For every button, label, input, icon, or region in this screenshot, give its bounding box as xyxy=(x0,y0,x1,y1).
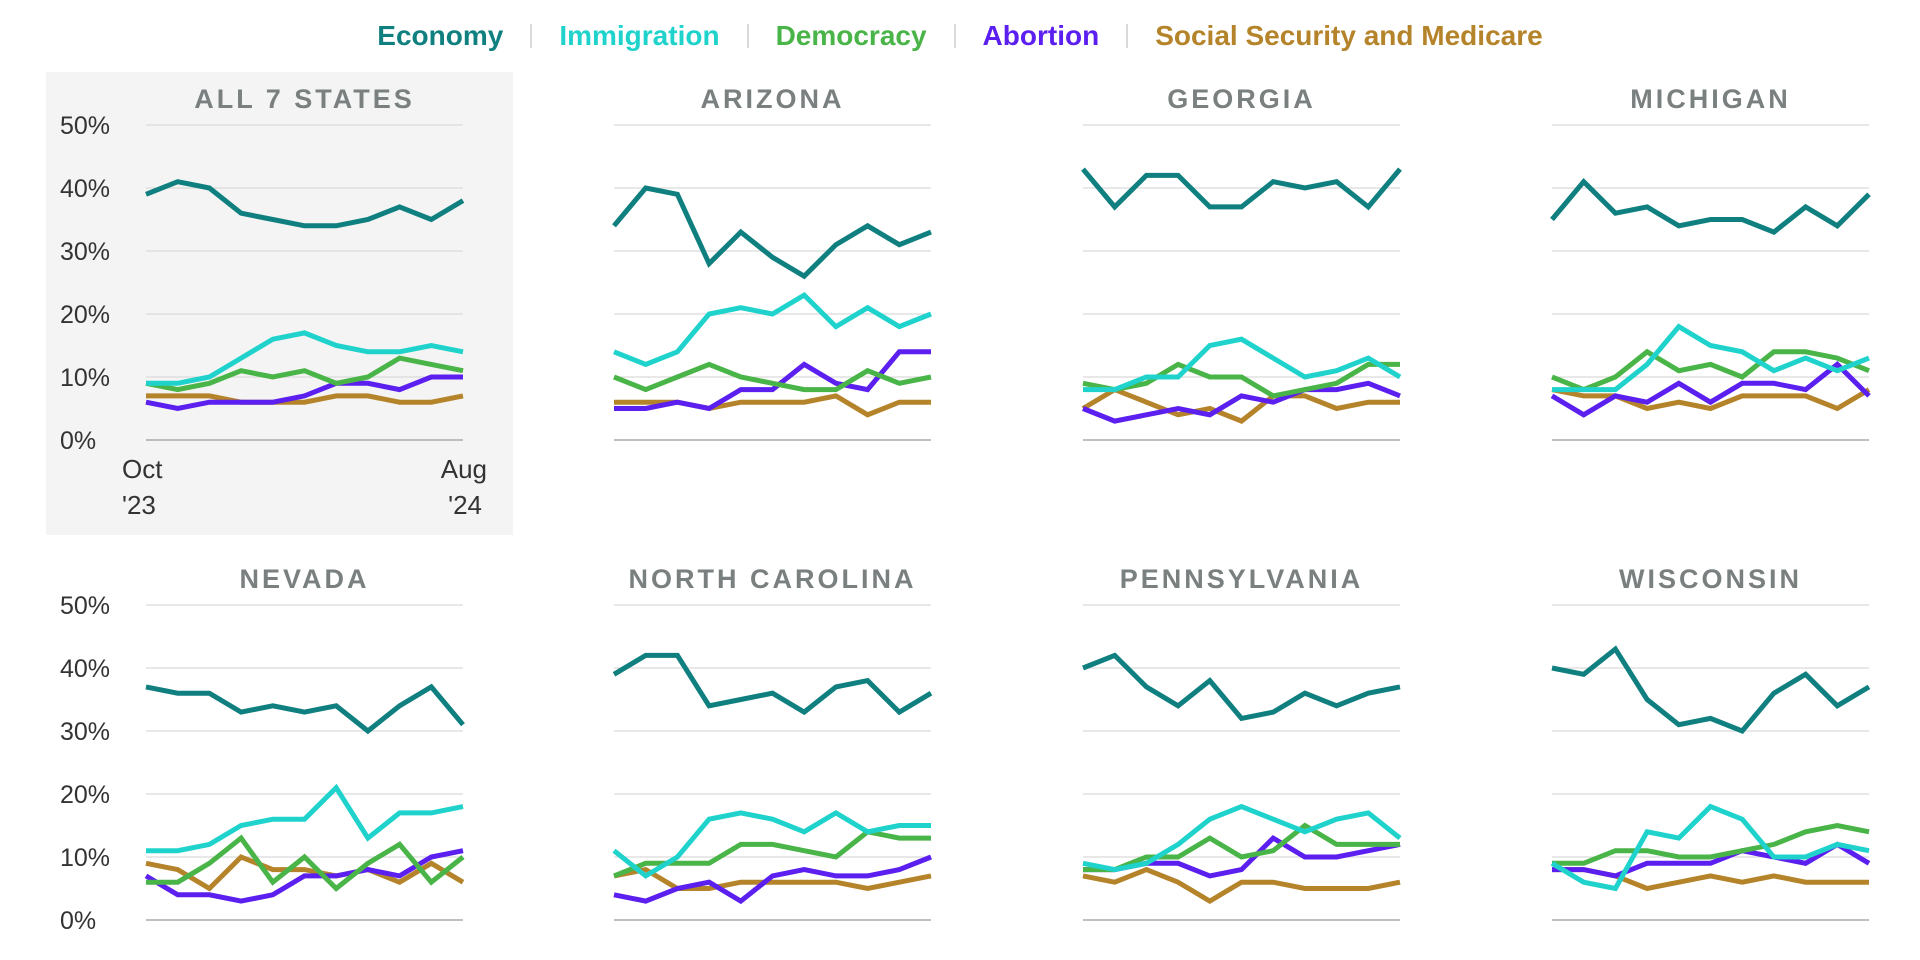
series-line-economy xyxy=(1081,167,1402,211)
series-line-immigration xyxy=(1550,803,1870,892)
series-line-immigration xyxy=(1083,336,1402,393)
y-tick-label: 40% xyxy=(60,655,110,683)
series-line-immigration xyxy=(612,809,931,879)
x-start-year-label: '23 xyxy=(122,490,156,520)
series-line-economy xyxy=(612,652,933,716)
series-line-democracy xyxy=(1551,348,1870,393)
y-tick-label: 30% xyxy=(60,718,110,746)
panel-all-7-states: ALL 7 STATES 50% 40% 30% 20% 10% 0% Oct '23 Aug '2… xyxy=(46,72,513,535)
series-line-immigration xyxy=(1552,323,1870,393)
legend-social-security-medicare: Social Security and Medicare xyxy=(1155,20,1543,51)
panel-wisconsin: WISCONSIN xyxy=(1550,564,1871,921)
panel-nevada: NEVADA 50% 40% 30% 20% 10% 0% xyxy=(60,564,465,935)
y-tick-label: 40% xyxy=(60,175,110,203)
panel-title: NORTH CAROLINA xyxy=(629,564,917,594)
y-tick-label: 0% xyxy=(60,907,96,935)
series-line-economy xyxy=(1082,652,1401,722)
legend-divider xyxy=(1126,24,1129,48)
y-tick-label: 50% xyxy=(60,592,110,620)
series-line-social-security-and-medicare xyxy=(613,866,932,892)
y-tick-label: 20% xyxy=(60,781,110,809)
legend-divider xyxy=(953,24,956,48)
legend-divider xyxy=(746,24,749,48)
legend-abortion: Abortion xyxy=(982,20,1100,51)
series-line-social-security-and-medicare xyxy=(145,854,465,892)
series-line-abortion xyxy=(1552,841,1871,879)
panel-title: ARIZONA xyxy=(701,84,845,114)
series-line-democracy xyxy=(145,355,464,393)
series-line-abortion xyxy=(613,854,932,905)
series-line-abortion xyxy=(1550,361,1871,418)
panel-georgia: GEORGIA xyxy=(1081,84,1402,441)
y-tick-label: 50% xyxy=(60,112,110,140)
series-line-democracy xyxy=(1082,361,1400,399)
panel-title: NEVADA xyxy=(239,564,369,594)
series-line-economy xyxy=(145,683,465,735)
series-line-democracy xyxy=(613,361,932,393)
panel-title: PENNSYLVANIA xyxy=(1120,564,1364,594)
x-start-label: Oct xyxy=(122,454,163,484)
series-line-immigration xyxy=(146,783,464,854)
y-tick-label: 20% xyxy=(60,301,110,329)
panel-north-carolina: NORTH CAROLINA xyxy=(612,564,933,921)
y-tick-label: 10% xyxy=(60,844,110,872)
panel-title: MICHIGAN xyxy=(1630,84,1791,114)
series-line-immigration xyxy=(146,330,464,386)
x-end-year-label: '24 xyxy=(448,490,482,520)
series-line-economy xyxy=(145,179,465,229)
series-line-economy xyxy=(1551,645,1871,734)
panel-highlight-background xyxy=(46,72,513,535)
y-tick-label: 0% xyxy=(60,427,96,455)
series-line-social-security-and-medicare xyxy=(1551,387,1871,412)
y-tick-label: 10% xyxy=(60,364,110,392)
series-line-abortion xyxy=(1082,380,1401,424)
series-line-abortion xyxy=(145,374,463,412)
series-line-democracy xyxy=(1552,822,1870,866)
series-line-immigration xyxy=(1082,803,1402,873)
series-line-democracy xyxy=(1083,822,1400,873)
legend: Economy Immigration Democracy Abortion S… xyxy=(0,16,1920,56)
panel-title: GEORGIA xyxy=(1167,84,1316,114)
series-line-immigration xyxy=(613,291,932,368)
panel-title: WISCONSIN xyxy=(1619,564,1802,594)
legend-democracy: Democracy xyxy=(775,20,927,51)
series-line-economy xyxy=(612,185,932,280)
legend-divider xyxy=(530,24,533,48)
series-line-economy xyxy=(1550,178,1871,235)
series-line-social-security-and-medicare xyxy=(1081,386,1400,424)
series-line-social-security-and-medicare xyxy=(146,393,464,405)
x-end-label: Aug xyxy=(441,454,487,484)
series-line-social-security-and-medicare xyxy=(1082,866,1401,905)
panel-michigan: MICHIGAN xyxy=(1550,84,1871,441)
y-tick-label: 30% xyxy=(60,238,110,266)
legend-economy: Economy xyxy=(377,20,504,51)
series-line-abortion xyxy=(144,848,464,904)
legend-immigration: Immigration xyxy=(559,20,720,51)
panel-title: ALL 7 STATES xyxy=(194,84,415,114)
panel-arizona: ARIZONA xyxy=(612,84,932,441)
series-line-democracy xyxy=(146,834,465,892)
panel-pennsylvania: PENNSYLVANIA xyxy=(1082,564,1402,921)
